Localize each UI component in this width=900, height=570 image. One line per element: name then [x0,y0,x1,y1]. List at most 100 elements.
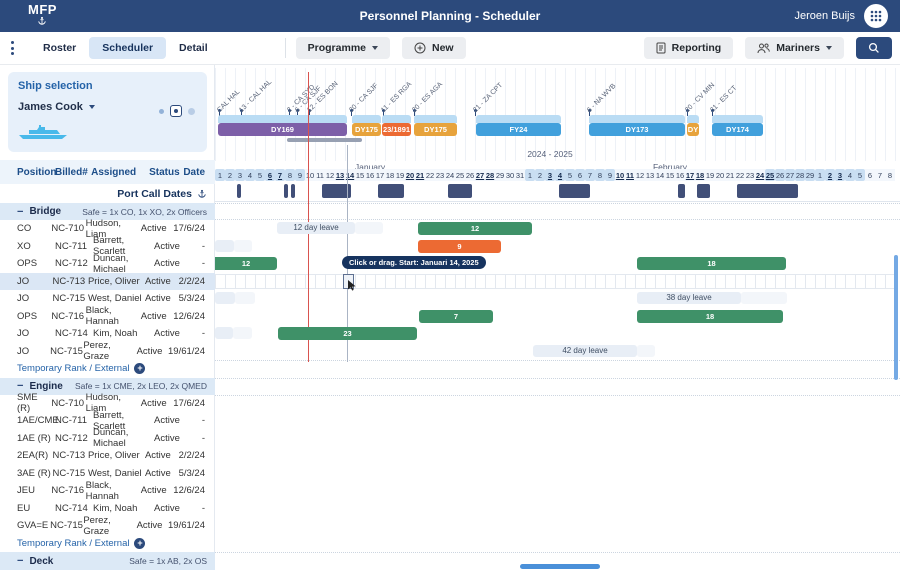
port-call-dates-row[interactable]: Port Call Dates [0,184,215,203]
assignment-bar[interactable]: 12 [215,257,277,270]
voyage-strip [218,115,347,123]
temporary-rank-link[interactable]: Temporary Rank / External + [0,535,215,553]
programme-button[interactable]: Programme [295,37,390,59]
search-button[interactable] [856,37,892,59]
table-row[interactable]: JO NC-715 West, Daniel Active 5/3/24 [0,290,215,308]
table-row[interactable]: 3AE (R) NC-715 West, Daniel Active 5/3/24 [0,465,215,483]
voyage-bar-dy175[interactable]: DY175 [352,123,381,136]
assignment-bar[interactable]: 18 [637,309,783,323]
user-menu[interactable]: Jeroen Buijs [794,4,888,28]
cell-billed: NC-715 [52,467,86,479]
voyage-strip [352,115,381,123]
port-pin-stem [687,112,688,116]
section-header-engine[interactable]: − Engine Safe = 1x CME, 2x LEO, 2x QMED [0,377,215,395]
collapse-icon[interactable]: − [17,380,24,392]
table-row[interactable]: 1AE/CME NC-711 Barrett, Scarlett Active - [0,410,215,432]
new-button[interactable]: New [402,37,466,59]
voyage-bar-dy174[interactable]: DY174 [712,123,763,136]
port-pin-icon [413,109,416,112]
voyage-bar-dy173[interactable]: DY173 [589,123,685,136]
apps-grid-icon[interactable] [864,4,888,28]
day-cell: 6 [575,169,585,181]
voyage-bar-dy175[interactable]: DY175 [414,123,457,136]
table-row[interactable]: JO NC-714 Kim, Noah Active - [0,325,215,343]
ship-selector[interactable]: James Cook [18,101,83,113]
cell-date: 12/6/24 [173,485,205,497]
table-row[interactable]: OPS NC-712 Duncan, Michael Active - [0,253,215,275]
leave-bar[interactable] [215,292,235,304]
voyage-bar-fy24[interactable]: FY24 [476,123,561,136]
assignment-bar[interactable]: 18 [637,257,786,270]
leave-bar[interactable] [215,327,233,339]
cell-assigned: Perez, Graze [83,340,111,363]
cell-status: Active [154,502,180,514]
plus-icon[interactable]: + [134,537,146,549]
assignment-bar[interactable]: 23 [278,327,417,340]
leave-bar[interactable]: 42 day leave [533,344,637,357]
section-header-deck[interactable]: − Deck Safe = 1x AB, 2x OS [0,552,215,570]
table-row[interactable]: GVA=E NC-715 Perez, Graze Active 19/61/24 [0,515,215,537]
cell-billed: NC-714 [55,502,88,514]
mini-scrollbar[interactable] [287,138,362,142]
leave-bar[interactable]: 12 day leave [277,222,355,234]
day-cell: 17 [685,169,695,181]
cell-status: Active [140,223,167,235]
kebab-menu-icon[interactable] [11,40,14,57]
reporting-button[interactable]: Reporting [643,37,734,59]
toolbar: Roster Scheduler Detail Programme New Repo… [0,32,900,65]
day-cell: 3 [835,169,845,181]
cell-date: 5/3/24 [178,293,205,305]
plus-icon[interactable]: + [134,363,146,375]
section-name: Deck [29,555,54,567]
vertical-scrollbar[interactable] [894,255,898,380]
collapse-icon[interactable]: − [17,555,24,567]
voyage-bar-23/1891[interactable]: 23/1891 [382,123,411,136]
day-cell-grid[interactable] [215,274,895,289]
table-row[interactable]: XO NC-711 Barrett, Scarlett Active - [0,235,215,257]
tab-roster[interactable]: Roster [43,42,77,54]
table-row[interactable]: JO NC-713 Price, Oliver Active 2/2/24 [0,272,215,290]
cell-status: Active [144,275,171,287]
collapse-icon[interactable]: − [17,205,24,218]
row-separator [215,203,900,204]
port-pin-stem [712,112,713,116]
table-row[interactable]: JEU NC-716 Black, Hannah Active 12/6/24 [0,480,215,502]
cell-billed: NC-710 [51,223,85,235]
tab-scheduler[interactable]: Scheduler [89,37,167,59]
table-row[interactable]: 1AE (R) NC-712 Duncan, Michael Active - [0,427,215,449]
cell-position: 2EA(R) [17,450,49,462]
app-logo[interactable]: MFP [28,3,57,26]
cell-position: JO [17,293,30,305]
ship-panel-title: Ship selection [18,80,93,92]
temporary-rank-link[interactable]: Temporary Rank / External + [0,360,215,378]
leave-bar[interactable]: 38 day leave [637,292,741,304]
column-header-date: Date [183,166,206,178]
assignment-bar[interactable]: 9 [418,239,501,253]
mariners-icon [757,42,771,53]
mariners-button[interactable]: Mariners [745,37,844,59]
table-row[interactable]: EU NC-714 Kim, Noah Active - [0,500,215,518]
table-row[interactable]: OPS NC-716 Black, Hannah Active 12/6/24 [0,305,215,327]
port-pin-stem [475,112,476,116]
day-cell: 13 [645,169,655,181]
table-row[interactable]: 2EA(R) NC-713 Price, Oliver Active 2/2/24 [0,447,215,465]
leave-bar[interactable] [215,239,234,252]
assignment-bar[interactable]: 12 [418,222,532,235]
table-row[interactable]: CO NC-710 Hudson, Liam Active 17/6/24 [0,218,215,240]
table-row[interactable]: SME (R) NC-710 Hudson, Liam Active 17/6/24 [0,392,215,414]
anchor-icon [38,16,47,25]
voyage-bar-dy169[interactable]: DY169 [218,123,347,136]
assignment-bar[interactable]: 7 [419,309,493,323]
column-header-billed: Billed# [55,166,88,178]
port-call-block [322,184,351,198]
pagination-dots[interactable] [159,105,195,117]
day-cell: 4 [555,169,565,181]
section-header-bridge[interactable]: − Bridge Safe = 1x CO, 1x XO, 2x Officers [0,203,215,220]
cell-date: 2/2/24 [178,275,205,287]
year-label: 2024 - 2025 [527,149,573,159]
table-row[interactable]: JO NC-715 Perez, Graze Active 19/61/24 [0,340,215,363]
voyage-bar-dy[interactable]: DY [687,123,699,136]
horizontal-scrollbar[interactable] [520,564,600,569]
tab-detail[interactable]: Detail [179,42,208,54]
row-separator [215,377,900,379]
